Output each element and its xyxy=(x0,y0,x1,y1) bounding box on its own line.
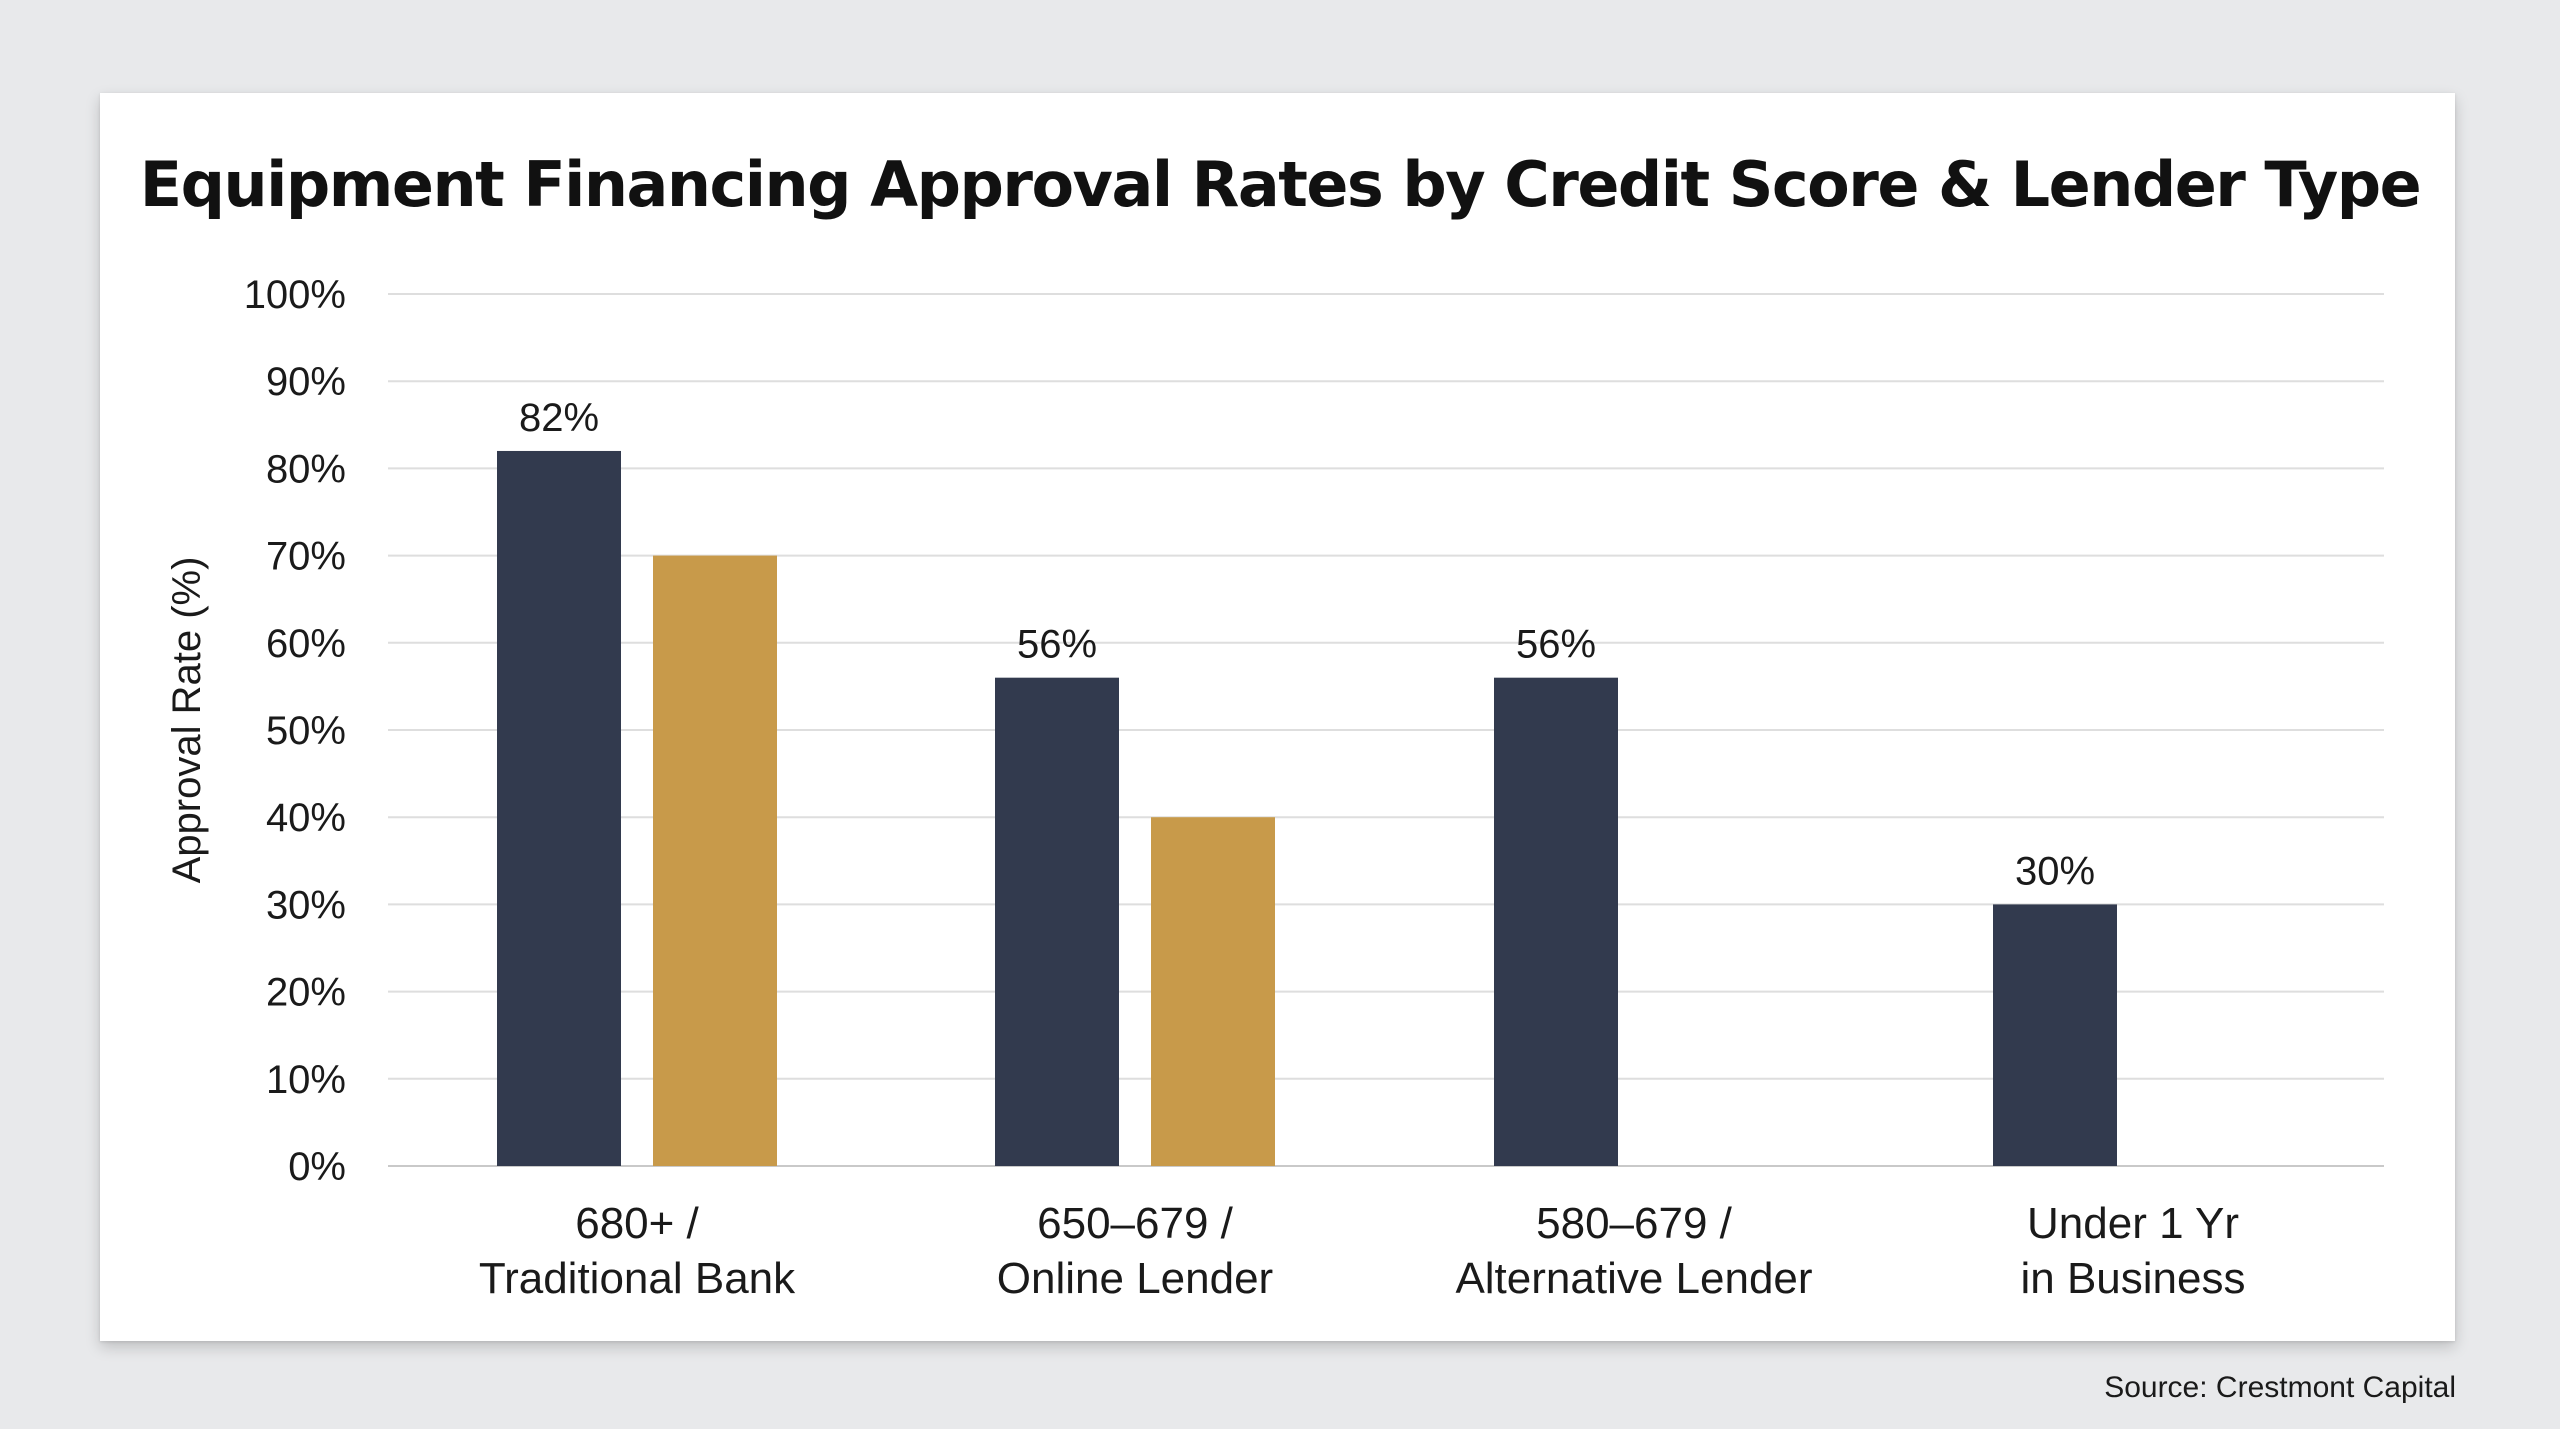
data-labels: 82% 56% 56% 30% xyxy=(519,396,2095,893)
data-label: 30% xyxy=(2015,849,2095,893)
bar-primary-4 xyxy=(1993,904,2117,1166)
y-axis-ticks: 0% 10% 20% 30% 40% 50% 60% 70% 80% 90% 100% xyxy=(244,273,346,1189)
bar-secondary-1 xyxy=(653,555,777,1166)
y-tick-label: 90% xyxy=(266,360,346,404)
x-axis-ticks: 680+ / Traditional Bank 650–679 / Online Le… xyxy=(479,1199,2246,1303)
x-tick-label: 580–679 / xyxy=(1536,1199,1733,1248)
y-tick-label: 80% xyxy=(266,447,346,491)
y-tick-label: 0% xyxy=(288,1145,346,1189)
bar-primary-1 xyxy=(497,450,621,1167)
x-tick-label: Online Lender xyxy=(997,1254,1273,1303)
y-tick-label: 20% xyxy=(266,971,346,1015)
bar-primary-2 xyxy=(995,677,1119,1166)
bar-secondary-2 xyxy=(1151,817,1275,1166)
y-tick-label: 60% xyxy=(266,622,346,666)
bars xyxy=(497,450,2117,1167)
y-tick-label: 30% xyxy=(266,883,346,927)
x-tick-label: Alternative Lender xyxy=(1455,1254,1812,1303)
source-note: Source: Crestmont Capital xyxy=(2104,1371,2456,1404)
y-tick-label: 70% xyxy=(266,535,346,579)
y-tick-label: 100% xyxy=(244,273,346,317)
data-label: 56% xyxy=(1017,623,1097,667)
x-tick-label: Traditional Bank xyxy=(479,1254,796,1303)
y-tick-label: 50% xyxy=(266,709,346,753)
y-axis-label: Approval Rate (%) xyxy=(165,557,209,884)
x-tick-label: 650–679 / xyxy=(1037,1199,1234,1248)
chart-title: Equipment Financing Approval Rates by Cr… xyxy=(139,148,2422,221)
x-tick-label: in Business xyxy=(2020,1254,2245,1303)
data-label: 82% xyxy=(519,396,599,440)
y-tick-label: 10% xyxy=(266,1058,346,1102)
x-tick-label: 680+ / xyxy=(575,1199,699,1248)
bar-primary-3 xyxy=(1494,677,1618,1166)
y-tick-label: 40% xyxy=(266,796,346,840)
data-label: 56% xyxy=(1516,623,1596,667)
x-tick-label: Under 1 Yr xyxy=(2027,1199,2239,1248)
